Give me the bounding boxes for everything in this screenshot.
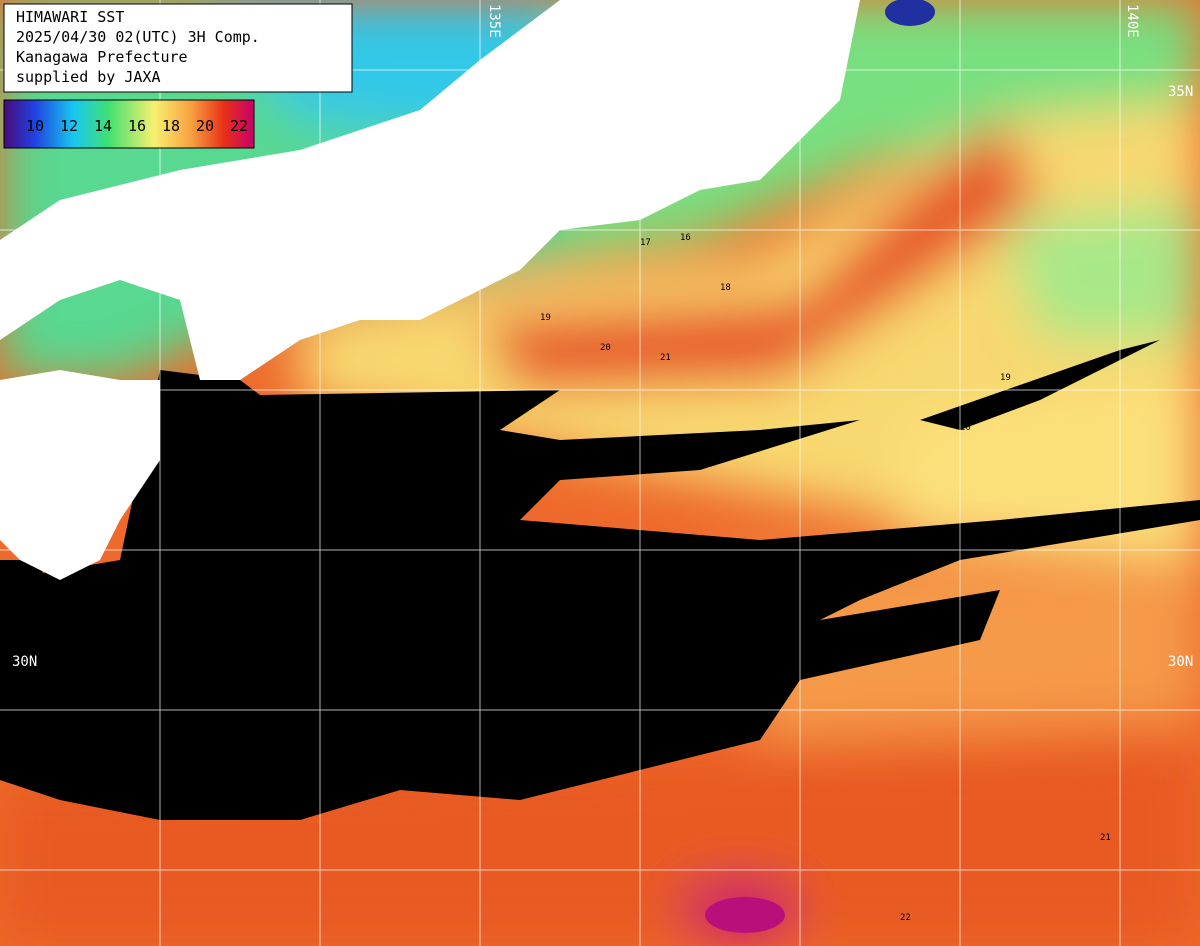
contour-label: 20	[960, 423, 971, 433]
color-legend: 10 12 14 16 18 20 22	[3, 99, 255, 149]
contour-labels: 19 20 21 18 17 16 20 19 21 22	[540, 233, 1111, 923]
contour-label: 21	[660, 353, 671, 363]
contour-label: 16	[680, 233, 691, 243]
header-line: Kanagawa Prefecture	[16, 48, 188, 66]
legend-tick: 10	[26, 117, 44, 135]
header-line: 2025/04/30 02(UTC) 3H Comp.	[16, 28, 260, 46]
contour-label: 20	[600, 343, 611, 353]
land	[0, 0, 860, 580]
cloud-mask	[0, 340, 1200, 820]
grid-labels: 30N 30N 35N 135E 140E	[12, 4, 1193, 670]
contour-label: 19	[1000, 373, 1011, 383]
legend-tick: 14	[94, 117, 112, 135]
lon-label: 135E	[486, 4, 502, 38]
lat-label: 35N	[1168, 84, 1193, 100]
header-line: HIMAWARI SST	[16, 8, 124, 26]
legend-tick: 20	[196, 117, 214, 135]
contour-label: 22	[900, 913, 911, 923]
contour-label: 18	[720, 283, 731, 293]
lat-label: 30N	[12, 654, 37, 670]
legend-tick: 12	[60, 117, 78, 135]
legend-tick: 16	[128, 117, 146, 135]
contour-label: 19	[540, 313, 551, 323]
contour-label: 17	[640, 238, 651, 248]
legend-tick: 18	[162, 117, 180, 135]
lat-label: 30N	[1168, 654, 1193, 670]
contour-label: 21	[1100, 833, 1111, 843]
header-line: supplied by JAXA	[16, 68, 161, 86]
legend-tick: 22	[230, 117, 248, 135]
color-bar	[3, 99, 255, 149]
header-box: HIMAWARI SST 2025/04/30 02(UTC) 3H Comp.…	[3, 3, 353, 93]
lon-label: 140E	[1124, 4, 1140, 38]
